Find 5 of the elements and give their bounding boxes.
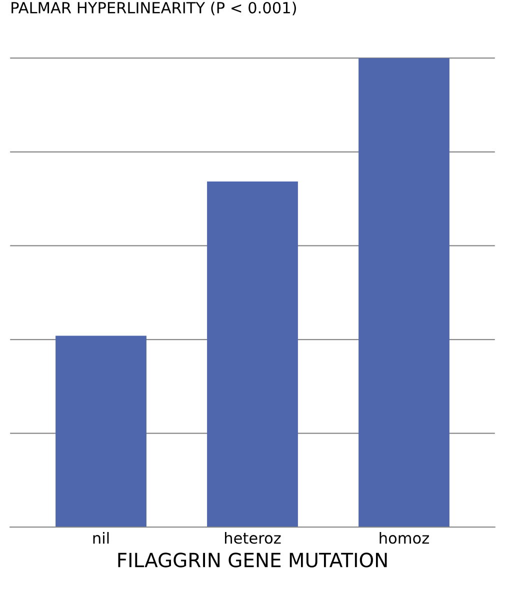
x-axis-title: FILAGGRIN GENE MUTATION <box>118 552 387 568</box>
chart-title: PALMAR HYPERLINEARITY (P < 0.001) <box>12 2 296 16</box>
x-tick-label: nil <box>93 532 109 544</box>
x-tick-label: heteroz <box>225 532 281 544</box>
x-tick-label: homoz <box>380 532 429 544</box>
